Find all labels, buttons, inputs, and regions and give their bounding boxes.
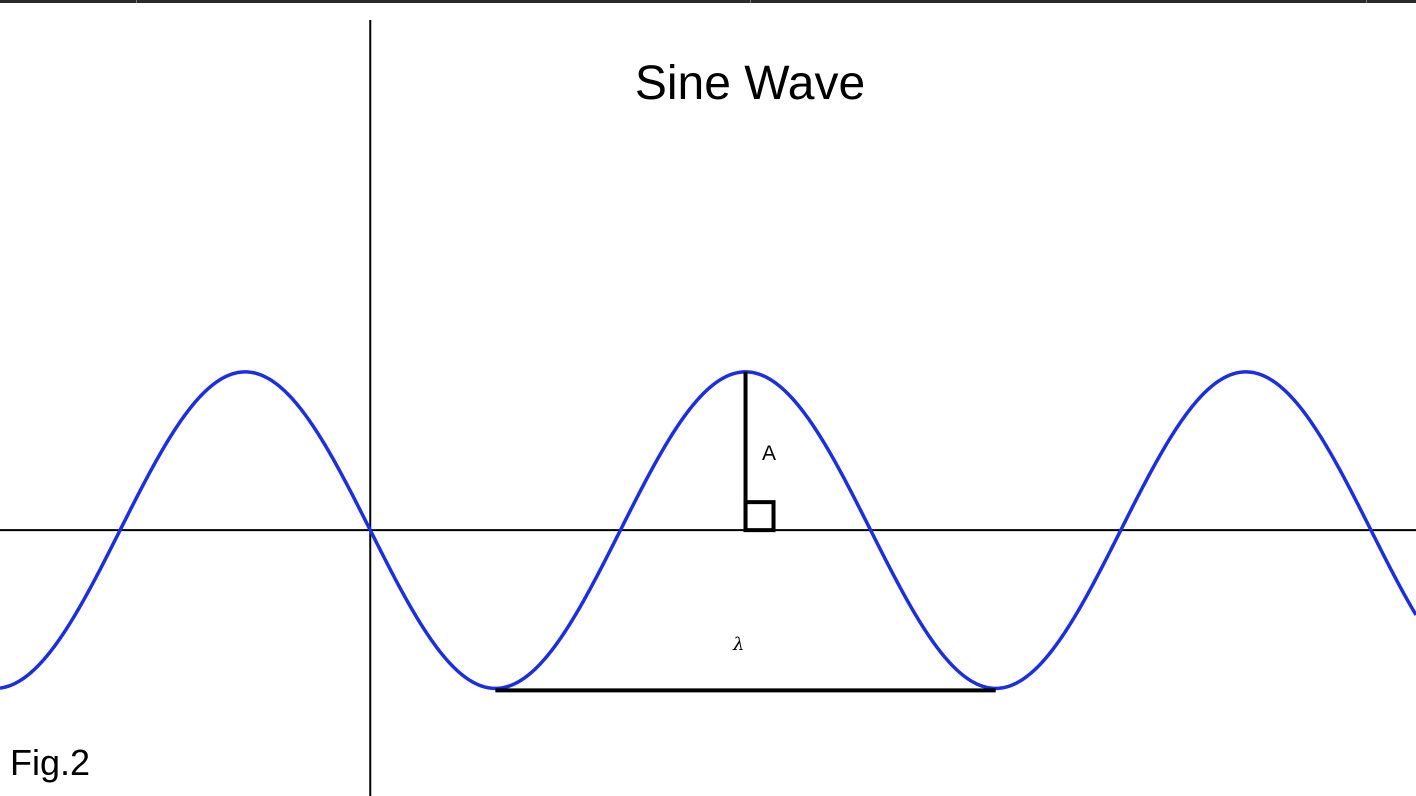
top-border-tick: [750, 0, 751, 3]
sine-wave-curve: [0, 370, 1416, 691]
top-border-tick: [1366, 0, 1367, 3]
figure-label: Fig.2: [10, 742, 91, 783]
top-border-tick: [136, 0, 137, 3]
right-angle-marker: [743, 500, 776, 533]
wavelength-label: λ: [733, 634, 745, 655]
diagram-title: Sine Wave: [634, 57, 866, 110]
amplitude-label: A: [762, 442, 777, 465]
window-top-border: [0, 0, 1416, 3]
